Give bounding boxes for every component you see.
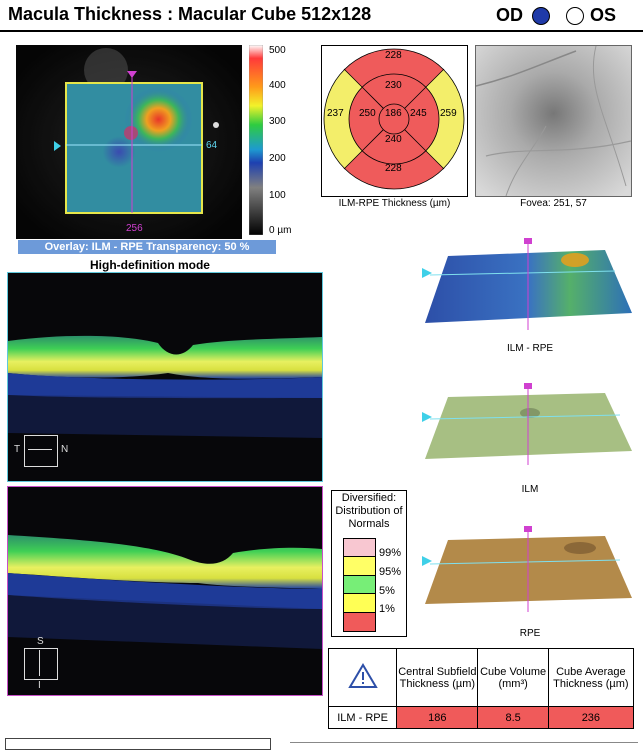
legend-label-1: 1%	[379, 603, 395, 615]
legend-swatch	[344, 539, 375, 558]
surface-ilm-rpe-3d[interactable]	[420, 238, 635, 333]
etdrs-inner-temporal: 250	[359, 108, 376, 119]
scale-label-300: 300	[269, 116, 286, 127]
bottom-panel-edge	[5, 738, 271, 750]
temporal-label: T	[14, 444, 21, 455]
warning-cell	[327, 648, 398, 707]
orientation-box-si	[24, 648, 58, 680]
orientation-arrow-vertical-icon	[39, 650, 40, 676]
scale-label-0: 0 µm	[269, 225, 292, 236]
legend-label-99: 99%	[379, 547, 402, 559]
surface-ilm-rpe-caption: ILM - RPE	[506, 343, 554, 354]
etdrs-outer-superior: 228	[385, 50, 402, 61]
etdrs-inner-inferior: 240	[385, 134, 402, 145]
surface-ilm-caption: ILM	[521, 484, 539, 495]
surface-rpe-3d[interactable]	[420, 526, 635, 616]
value-cube-volume: 8.5	[477, 706, 549, 729]
bscan-horizontal[interactable]	[7, 272, 323, 482]
scale-label-100: 100	[269, 190, 286, 201]
scan-x-marker-icon	[127, 71, 137, 78]
legend-swatch	[344, 557, 375, 576]
eye-os-radio[interactable]	[566, 7, 584, 25]
eye-os-label: OS	[590, 5, 617, 25]
scale-label-400: 400	[269, 80, 286, 91]
fovea-image[interactable]	[475, 45, 632, 197]
header-cube-volume: Cube Volume (mm³)	[477, 648, 549, 707]
fovea-caption: Fovea: 251, 57	[520, 198, 587, 209]
surface-ilm-3d[interactable]	[420, 383, 635, 468]
legend-swatch	[344, 594, 375, 613]
orientation-arrow-icon	[28, 449, 52, 450]
etdrs-outer-inferior: 228	[385, 163, 402, 174]
etdrs-inner-nasal: 245	[410, 108, 427, 119]
etdrs-inner-superior: 230	[385, 80, 402, 91]
fundus-overlay-image[interactable]	[16, 45, 242, 239]
value-central-subfield: 186	[396, 706, 479, 729]
header-cube-average: Cube Average Thickness (µm)	[547, 648, 635, 707]
scan-y-marker-icon	[54, 141, 61, 151]
normals-legend-title: Diversified: Distribution of Normals	[335, 492, 403, 530]
legend-swatch	[344, 575, 375, 595]
eye-od-radio[interactable]	[532, 7, 550, 25]
report-header	[0, 0, 643, 32]
bscan-vertical[interactable]	[7, 486, 323, 696]
scan-y-label: 64	[206, 140, 218, 151]
parameters-table: Central Subfield Thickness (µm) Cube Vol…	[327, 648, 635, 729]
normals-legend-swatches	[343, 538, 376, 632]
legend-swatch	[344, 612, 375, 631]
row-label-ilm-rpe: ILM - RPE	[327, 706, 398, 729]
surface-rpe-caption: RPE	[519, 628, 541, 639]
etdrs-thickness-map[interactable]	[321, 45, 468, 197]
legend-label-5: 5%	[379, 585, 395, 597]
overlay-settings-bar[interactable]: Overlay: ILM - RPE Transparency: 50 %	[18, 240, 276, 254]
bottom-divider	[290, 742, 638, 743]
scale-label-500: 500	[269, 45, 286, 56]
etdrs-caption: ILM-RPE Thickness (µm)	[338, 198, 451, 209]
scale-label-200: 200	[269, 153, 286, 164]
legend-label-95: 95%	[379, 566, 402, 578]
superior-label: S	[37, 636, 44, 647]
value-cube-average: 236	[547, 706, 635, 729]
page-title: Macula Thickness : Macular Cube 512x128	[8, 4, 372, 24]
etdrs-central: 186	[385, 108, 402, 119]
nasal-label: N	[61, 444, 69, 455]
inferior-label: I	[38, 680, 41, 691]
header-central-subfield: Central Subfield Thickness (µm)	[396, 648, 479, 707]
orientation-box-th	[24, 435, 58, 467]
thickness-color-scale	[248, 44, 264, 236]
scan-x-label: 256	[126, 223, 143, 234]
mode-label: High-definition mode	[90, 258, 210, 272]
eye-od-label: OD	[496, 5, 523, 25]
etdrs-outer-nasal: 259	[440, 108, 457, 119]
warning-icon	[347, 663, 378, 688]
etdrs-outer-temporal: 237	[327, 108, 344, 119]
